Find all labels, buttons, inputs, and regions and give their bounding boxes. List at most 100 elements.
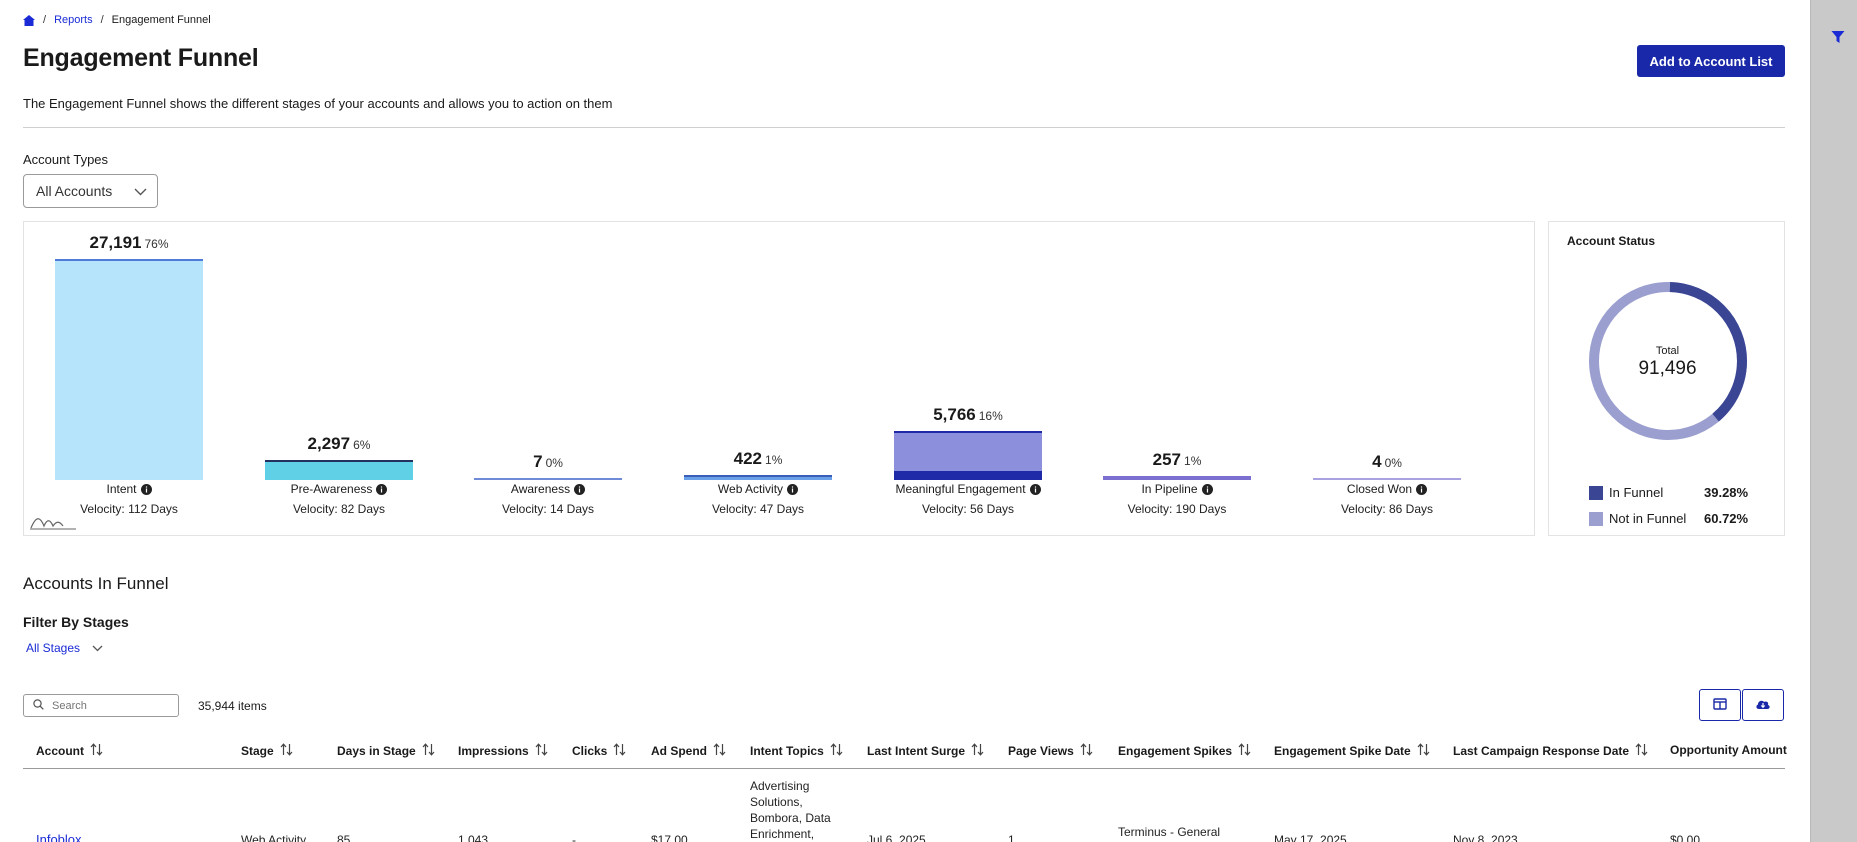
- stage-velocity: Velocity: 112 Days: [80, 502, 178, 516]
- column-header-page-views[interactable]: Page Views: [1008, 743, 1093, 759]
- funnel-stage-pre-awareness[interactable]: 2,297 6% Pre-Awareness Velocity: 82 Days: [234, 222, 444, 537]
- stage-bar[interactable]: [265, 460, 413, 480]
- stage-name-label: Web Activity: [717, 482, 784, 496]
- column-header-days-in-stage[interactable]: Days in Stage: [337, 743, 435, 759]
- info-icon[interactable]: [376, 483, 388, 495]
- legend-label: In Funnel: [1609, 485, 1664, 500]
- funnel-stage-closed-won[interactable]: 4 0% Closed Won Velocity: 86 Days: [1282, 222, 1492, 537]
- table-row[interactable]: Infoblox Web Activity 85 1,043 - $17.00 …: [23, 770, 1785, 842]
- info-icon[interactable]: [1201, 483, 1213, 495]
- legend-not-in-funnel[interactable]: Not in Funnel 60.72%: [1589, 511, 1748, 526]
- funnel-stage-in-pipeline[interactable]: 257 1% In Pipeline Velocity: 190 Days: [1072, 222, 1282, 537]
- sort-icon[interactable]: [90, 743, 103, 759]
- column-header-label: Stage: [241, 744, 274, 758]
- download-button[interactable]: [1742, 689, 1784, 721]
- sort-icon[interactable]: [1238, 743, 1251, 759]
- stage-value: 27,191 76%: [24, 233, 234, 253]
- stage-value: 257 1%: [1072, 450, 1282, 470]
- account-types-label: Account Types: [23, 152, 109, 167]
- funnel-stage-intent[interactable]: 27,191 76% Intent Velocity: 112 Days: [24, 222, 234, 537]
- sort-icon[interactable]: [535, 743, 548, 759]
- info-icon[interactable]: [1029, 483, 1041, 495]
- columns-button[interactable]: [1699, 689, 1741, 721]
- stage-bar-cap: [265, 460, 413, 462]
- filter-icon[interactable]: [1831, 30, 1845, 44]
- column-header-opportunity-amount[interactable]: Opportunity Amount: [1670, 743, 1787, 757]
- column-header-clicks[interactable]: Clicks: [572, 743, 626, 759]
- stage-bar-cap: [1313, 478, 1461, 480]
- stage-bar[interactable]: [474, 478, 622, 480]
- stage-name-label: Closed Won: [1346, 482, 1413, 496]
- column-header-label: Opportunity Amount: [1670, 743, 1787, 757]
- stage-name-label: Awareness: [510, 482, 571, 496]
- column-header-intent-topics[interactable]: Intent Topics: [750, 743, 843, 759]
- engagement-funnel-chart: 27,191 76% Intent Velocity: 112 Days 2,297 6%…: [23, 221, 1535, 536]
- right-rail: [1810, 0, 1857, 842]
- donut-total-label: Total: [1655, 345, 1680, 357]
- column-header-ad-spend[interactable]: Ad Spend: [651, 743, 726, 759]
- column-header-label: Last Campaign Response Date: [1453, 744, 1630, 758]
- accounts-in-funnel-title: Accounts In Funnel: [23, 574, 169, 593]
- stages-dropdown[interactable]: All Stages: [26, 641, 103, 655]
- stage-name: Web Activity: [653, 482, 863, 496]
- sort-icon[interactable]: [422, 743, 435, 759]
- stage-value: 7 0%: [443, 452, 653, 472]
- column-header-label: Impressions: [458, 744, 529, 758]
- stage-bar[interactable]: [1103, 476, 1251, 480]
- stage-count: 5,766: [933, 405, 976, 424]
- breadcrumb-reports-link[interactable]: Reports: [54, 14, 93, 26]
- stage-name-label: Meaningful Engagement: [895, 482, 1026, 496]
- home-icon[interactable]: [23, 14, 35, 26]
- column-header-label: Account: [36, 744, 84, 758]
- stage-count: 257: [1152, 450, 1182, 469]
- stage-bar[interactable]: [894, 431, 1042, 480]
- stage-name: In Pipeline: [1072, 482, 1282, 496]
- column-header-last-intent-surge[interactable]: Last Intent Surge: [867, 743, 984, 759]
- column-header-stage[interactable]: Stage: [241, 743, 293, 759]
- column-header-last-campaign-response-date[interactable]: Last Campaign Response Date: [1453, 743, 1648, 759]
- stage-percent: 16%: [978, 409, 1003, 423]
- info-icon[interactable]: [140, 483, 152, 495]
- sort-icon[interactable]: [1635, 743, 1648, 759]
- info-icon[interactable]: [1416, 483, 1428, 495]
- stages-selected: All Stages: [26, 641, 81, 655]
- column-header-engagement-spikes[interactable]: Engagement Spikes: [1118, 743, 1251, 759]
- stage-count: 7: [533, 452, 543, 471]
- cell-page-views: 1: [1008, 833, 1015, 842]
- sort-icon[interactable]: [830, 743, 843, 759]
- stage-count: 27,191: [89, 233, 142, 252]
- funnel-stage-web-activity[interactable]: 422 1% Web Activity Velocity: 47 Days: [653, 222, 863, 537]
- chevron-down-icon: [92, 641, 103, 655]
- account-types-select[interactable]: All Accounts: [23, 174, 158, 208]
- account-status-card: Account Status Total 91,496 In Funnel 39…: [1548, 221, 1785, 536]
- search-input[interactable]: [52, 699, 162, 712]
- sort-icon[interactable]: [1417, 743, 1430, 759]
- search-field[interactable]: [23, 694, 179, 717]
- column-header-account[interactable]: Account: [36, 743, 103, 759]
- stage-bar-cap: [684, 475, 832, 477]
- column-header-engagement-spike-date[interactable]: Engagement Spike Date: [1274, 743, 1430, 759]
- column-header-label: Clicks: [572, 744, 608, 758]
- sort-icon[interactable]: [613, 743, 626, 759]
- stage-name: Pre-Awareness: [234, 482, 444, 496]
- add-to-account-list-button[interactable]: Add to Account List: [1637, 45, 1785, 77]
- cell-engagement-spike-date: May 17, 2025: [1274, 833, 1347, 842]
- funnel-stage-awareness[interactable]: 7 0% Awareness Velocity: 14 Days: [443, 222, 653, 537]
- stage-name: Closed Won: [1282, 482, 1492, 496]
- stage-bar[interactable]: [684, 475, 832, 480]
- legend-in-funnel[interactable]: In Funnel 39.28%: [1589, 485, 1748, 500]
- info-icon[interactable]: [787, 483, 799, 495]
- column-header-impressions[interactable]: Impressions: [458, 743, 548, 759]
- sort-icon[interactable]: [1080, 743, 1093, 759]
- cell-clicks: -: [572, 833, 576, 842]
- stage-bar[interactable]: [1313, 478, 1461, 480]
- sort-icon[interactable]: [713, 743, 726, 759]
- sort-icon[interactable]: [280, 743, 293, 759]
- account-link[interactable]: Infoblox: [36, 832, 82, 842]
- stage-value: 422 1%: [653, 449, 863, 469]
- stage-bar[interactable]: [55, 259, 203, 480]
- funnel-stage-meaningful-engagement[interactable]: 5,766 16% Meaningful Engagement Velocity: 5…: [863, 222, 1073, 537]
- sparkline-icon[interactable]: [30, 514, 76, 535]
- sort-icon[interactable]: [971, 743, 984, 759]
- info-icon[interactable]: [574, 483, 586, 495]
